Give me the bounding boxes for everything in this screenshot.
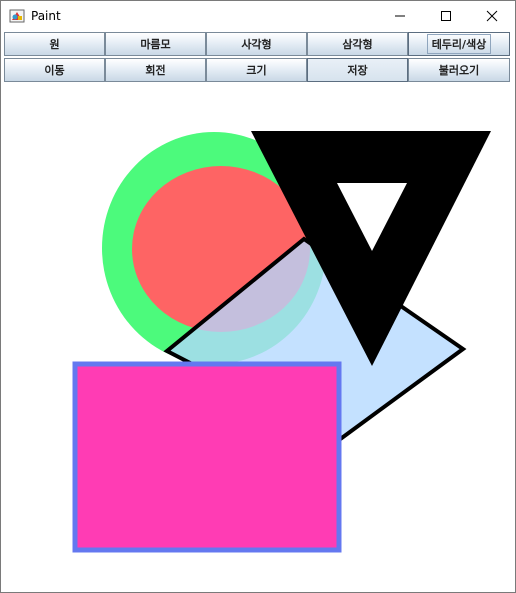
window-title: Paint: [31, 9, 61, 23]
maximize-icon: [441, 11, 451, 21]
diamond-button[interactable]: 마름모: [105, 32, 206, 56]
border-color-button-label: 테두리/색상: [426, 34, 492, 54]
resize-button[interactable]: 크기: [206, 58, 307, 82]
circle-button[interactable]: 원: [4, 32, 105, 56]
close-button[interactable]: [469, 1, 515, 31]
triangle-button[interactable]: 삼각형: [307, 32, 408, 56]
save-button[interactable]: 저장: [307, 58, 408, 82]
minimize-icon: [395, 15, 405, 17]
close-icon: [486, 10, 498, 22]
triangle-shape[interactable]: [251, 131, 491, 366]
minimize-button[interactable]: [377, 1, 423, 31]
load-button[interactable]: 불러오기: [408, 58, 510, 82]
move-button[interactable]: 이동: [4, 58, 105, 82]
rotate-button[interactable]: 회전: [105, 58, 206, 82]
maximize-button[interactable]: [423, 1, 469, 31]
canvas-drawing: [72, 131, 491, 553]
title-bar[interactable]: Paint: [1, 1, 515, 31]
drawing-canvas[interactable]: [1, 85, 515, 592]
rectangle-shape[interactable]: [72, 361, 342, 553]
border-color-button[interactable]: 테두리/색상: [408, 32, 510, 56]
shape-toolbar: 원 마름모 사각형 삼각형 테두리/색상 이동 회전 크기 저장 불러오기: [4, 32, 514, 84]
rectangle-button[interactable]: 사각형: [206, 32, 307, 56]
paint-app-icon: [9, 9, 25, 23]
